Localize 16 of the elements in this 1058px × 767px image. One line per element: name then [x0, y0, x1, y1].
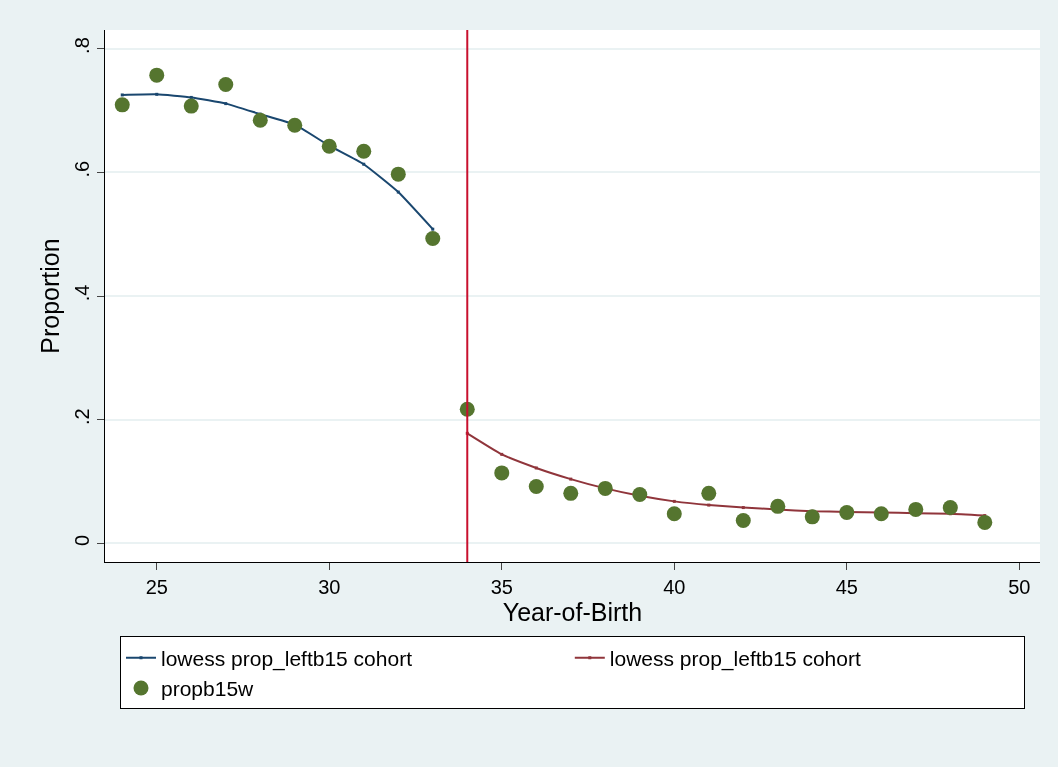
y-axis-title: Proportion	[35, 238, 64, 354]
legend-label: propb15w	[161, 677, 255, 701]
y-tick-label: .4	[71, 284, 93, 302]
y-tick-label: .2	[71, 408, 93, 426]
y-tick-label: .6	[71, 160, 93, 178]
legend-label: lowess prop_leftb15 cohort	[609, 646, 861, 671]
y-tick-label: 0	[71, 534, 93, 546]
x-tick-label: 50	[1008, 576, 1031, 598]
x-tick-label: 25	[145, 576, 168, 598]
x-tick-label: 35	[490, 576, 513, 598]
x-tick-label: 40	[663, 576, 686, 598]
y-tick-label: .8	[71, 37, 93, 54]
x-tick-label: 45	[835, 576, 858, 598]
x-axis-title: Year-of-Birth	[502, 598, 643, 626]
legend-label: lowess prop_leftb15 cohort	[161, 646, 413, 671]
x-tick-label: 30	[318, 576, 341, 598]
